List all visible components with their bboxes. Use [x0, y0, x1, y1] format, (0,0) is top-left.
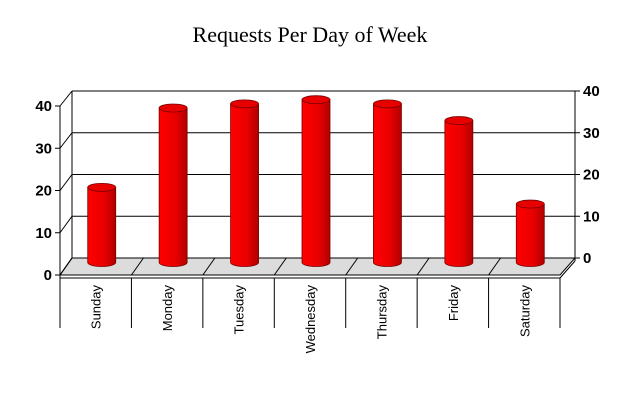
floor-divider	[345, 257, 359, 276]
floor-divider	[202, 257, 216, 276]
right-tick-label: 20	[583, 167, 600, 184]
category-label: Sunday	[89, 285, 104, 330]
chart-title: Requests Per Day of Week	[192, 22, 428, 47]
right-tick-label: 30	[583, 125, 600, 142]
left-tick-label: 20	[35, 183, 52, 200]
floor-divider	[59, 257, 73, 276]
floor-divider	[488, 257, 501, 276]
bar-thursday	[373, 99, 402, 267]
bar-top	[158, 103, 188, 113]
category-label: Saturday	[517, 285, 532, 338]
bar-sunday	[87, 182, 117, 267]
bar-body	[515, 203, 545, 267]
category-label: Wednesday	[303, 285, 318, 354]
right-tick-label: 10	[583, 208, 600, 225]
bar-body	[230, 103, 259, 267]
left-tick-label: 10	[35, 225, 52, 242]
category-label: Friday	[446, 285, 461, 322]
category-label: Thursday	[374, 285, 389, 340]
bar-tuesday	[230, 99, 259, 267]
category-label: Tuesday	[232, 285, 247, 335]
floor-divider	[416, 257, 430, 276]
bar-top	[301, 95, 331, 105]
bar-top	[444, 116, 474, 125]
floor-side-edge	[559, 260, 576, 279]
left-tick-label: 40	[35, 98, 52, 115]
right-tick-label: 0	[583, 250, 591, 267]
side-wall-line	[59, 215, 73, 234]
bar-body	[301, 99, 331, 267]
floor-divider	[273, 257, 287, 276]
bar-body	[444, 120, 474, 267]
right-tick-label: 40	[583, 83, 600, 100]
bar-friday	[444, 116, 474, 267]
floor-divider	[131, 257, 144, 276]
bar-body	[373, 103, 402, 267]
bar-top	[373, 99, 402, 109]
bar-top	[87, 182, 117, 192]
left-tick-label: 30	[35, 140, 52, 157]
bar-wednesday	[301, 95, 331, 267]
bar-saturday	[515, 199, 545, 267]
category-label: Monday	[160, 285, 175, 332]
bar-monday	[158, 103, 188, 267]
bar-body	[87, 186, 117, 267]
bar-body	[158, 107, 188, 267]
side-wall-line	[59, 174, 73, 191]
bar-top	[515, 199, 545, 209]
side-wall-line	[59, 90, 73, 107]
left-tick-label: 0	[44, 267, 52, 284]
side-wall-line	[59, 132, 73, 149]
bar-top	[230, 99, 259, 109]
